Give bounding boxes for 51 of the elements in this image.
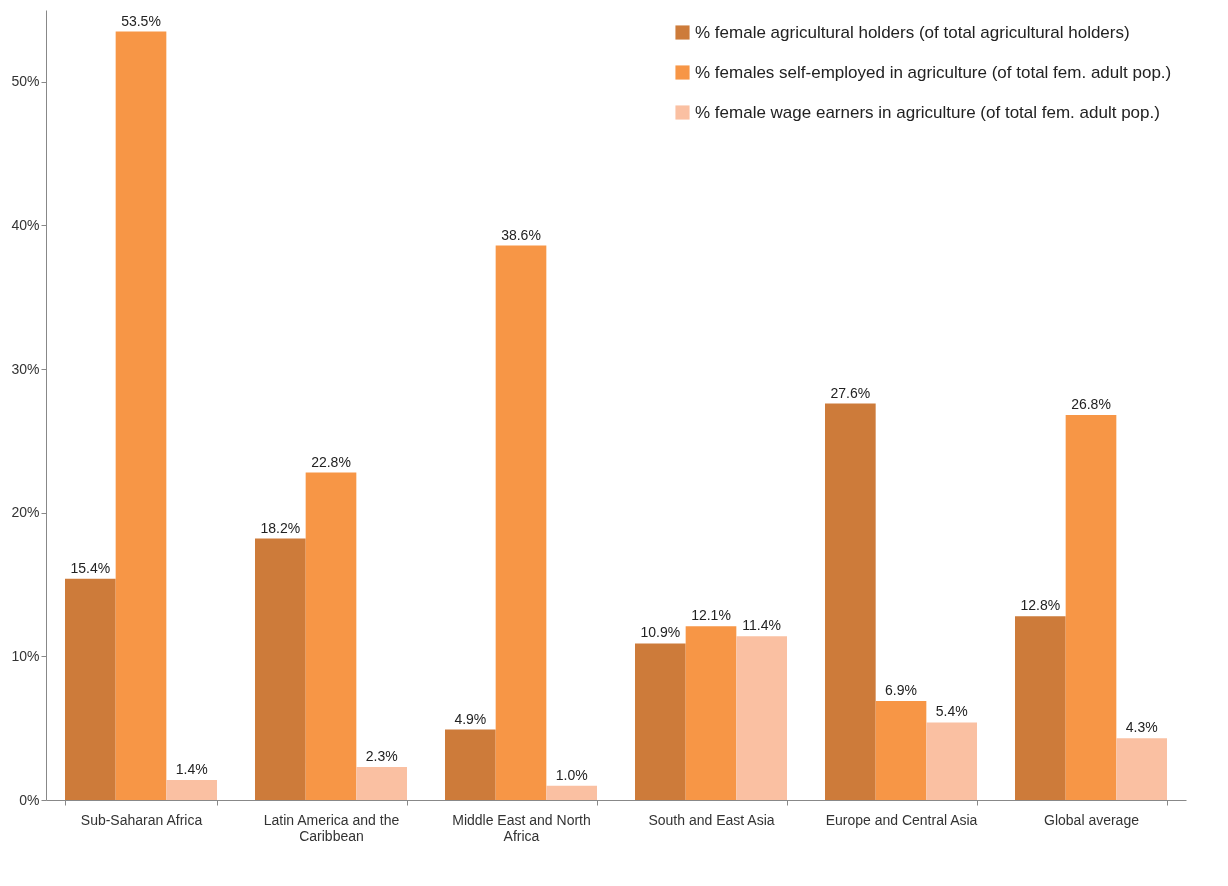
legend-label: % females self-employed in agriculture (of total fem. adult pop.) — [695, 62, 1172, 82]
y-tick-label: 40% — [11, 216, 40, 233]
text: 4.3% — [1125, 719, 1158, 736]
x-tick-label: South and East Asia — [648, 811, 775, 828]
text: 6.9% — [885, 681, 917, 698]
bar — [166, 779, 217, 800]
bar — [255, 538, 306, 800]
text: 38.6% — [501, 226, 541, 243]
bar — [635, 643, 686, 800]
y-tick-label: 0% — [19, 791, 40, 808]
bar — [65, 578, 116, 800]
bar — [1065, 415, 1117, 800]
text: 22.8% — [311, 453, 351, 470]
y-tick-label: 20% — [11, 504, 40, 521]
bar — [1116, 738, 1167, 800]
bar — [736, 636, 787, 800]
y-tick-label: 30% — [11, 360, 40, 377]
bar — [356, 766, 407, 800]
bar — [305, 472, 357, 800]
text: 5.4% — [935, 703, 968, 720]
text: 4.9% — [454, 710, 487, 727]
text: 1.0% — [555, 766, 588, 783]
bar — [926, 722, 977, 800]
bar — [1015, 616, 1066, 800]
x-tick-label: Middle East and North Africa — [452, 811, 591, 844]
bar — [546, 785, 597, 800]
x-tick-label: Latin America and the Caribbean — [263, 811, 400, 844]
bar — [875, 700, 927, 800]
y-tick-label: 10% — [11, 647, 40, 664]
text: 11.4% — [742, 617, 781, 634]
text: 12.1% — [691, 607, 731, 624]
text: 27.6% — [830, 384, 871, 401]
legend-label: % female wage earners in agriculture (of total fem. adult pop.) — [695, 102, 1160, 122]
x-tick-label: Global average — [1044, 811, 1140, 828]
x-tick-label: Europe and Central Asia — [825, 811, 978, 828]
bar — [445, 729, 496, 800]
legend-label: % female agricultural holders (of total agricultural holders) — [695, 22, 1130, 42]
bar — [115, 31, 167, 800]
bar — [495, 245, 547, 800]
text: 15.4% — [70, 559, 111, 576]
text: 18.2% — [260, 519, 301, 536]
x-tick-label: Sub-Saharan Africa — [80, 811, 203, 828]
bar — [685, 626, 737, 800]
bar — [825, 403, 876, 800]
text: 2.3% — [365, 747, 398, 764]
text: 1.4% — [175, 760, 208, 777]
y-tick-label: 50% — [11, 73, 40, 90]
text: 53.5% — [121, 12, 161, 29]
text: 12.8% — [1020, 597, 1061, 614]
text: 10.9% — [640, 624, 681, 641]
text: 26.8% — [1071, 396, 1111, 413]
